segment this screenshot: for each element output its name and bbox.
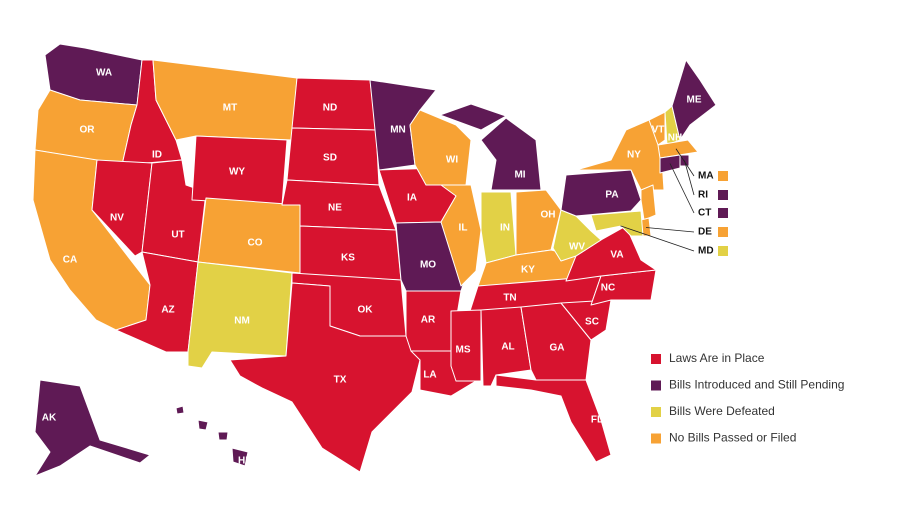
- state-label: MT: [223, 103, 237, 114]
- state-label: CO: [248, 238, 263, 249]
- state-label: ME: [687, 95, 702, 106]
- state-label: AL: [501, 342, 514, 353]
- state: [515, 189, 562, 256]
- legend-label: Laws Are in Place: [669, 351, 765, 365]
- state-label: NH: [668, 133, 682, 144]
- state: [590, 210, 644, 237]
- state-label: HI: [238, 456, 248, 467]
- state: [552, 209, 602, 262]
- callout-swatch: [718, 227, 728, 237]
- state: [671, 59, 717, 141]
- state-label: IA: [407, 193, 417, 204]
- state: [560, 169, 642, 217]
- state: [480, 191, 517, 264]
- callout-swatch: [718, 246, 728, 256]
- state-label: NM: [234, 316, 250, 327]
- state: [187, 261, 293, 369]
- callout-line: [620, 225, 695, 252]
- state-label: SC: [585, 317, 599, 328]
- legend-swatch: [651, 433, 661, 444]
- state-label: MN: [390, 125, 406, 136]
- state-label: KS: [341, 253, 355, 264]
- state-label: VT: [652, 125, 665, 136]
- legend-label: Bills Were Defeated: [669, 404, 775, 418]
- state-label: OH: [541, 210, 556, 221]
- legend-swatch: [651, 407, 661, 417]
- state-label: FL: [591, 415, 603, 426]
- state: [657, 139, 699, 159]
- state-label: IN: [500, 223, 510, 234]
- callout-label: MA: [698, 171, 714, 182]
- state-label: NY: [627, 150, 641, 161]
- state-label: MI: [514, 170, 525, 181]
- callout-line: [684, 160, 695, 196]
- state-label: ND: [323, 103, 337, 114]
- state: [440, 184, 482, 287]
- state: [91, 159, 153, 257]
- state-label: UT: [171, 230, 184, 241]
- state-label: NC: [601, 283, 615, 294]
- state-label: WA: [96, 68, 112, 79]
- state: [175, 405, 249, 467]
- callout-swatch: [718, 171, 728, 181]
- legend-label: No Bills Passed or Filed: [669, 431, 796, 445]
- callout-swatch: [718, 208, 728, 218]
- state: [197, 197, 301, 274]
- state-label: VA: [610, 250, 623, 261]
- state-label: TN: [503, 293, 516, 304]
- state: [495, 374, 612, 463]
- state: [34, 379, 151, 477]
- legend-label: Bills Introduced and Still Pending: [669, 378, 844, 392]
- callout-label: RI: [698, 190, 708, 201]
- state-label: AZ: [161, 305, 174, 316]
- state: [648, 111, 666, 146]
- state-label: SD: [323, 153, 337, 164]
- state: [152, 59, 298, 141]
- callout-swatch: [718, 190, 728, 200]
- legend-swatch: [651, 354, 661, 364]
- callout-line: [645, 227, 695, 233]
- state-label: WV: [569, 242, 585, 253]
- state-label: MS: [456, 345, 471, 356]
- state-label: NE: [328, 203, 342, 214]
- state-label: TX: [334, 375, 347, 386]
- state: [590, 269, 657, 306]
- callout-label: DE: [698, 227, 712, 238]
- state-label: OK: [358, 305, 374, 316]
- state-label: AR: [421, 315, 436, 326]
- callout-label: MD: [698, 246, 714, 257]
- callout-label: CT: [698, 208, 711, 219]
- state-label: MO: [420, 260, 436, 271]
- state-label: GA: [550, 343, 565, 354]
- state-label: KY: [521, 265, 535, 276]
- state-label: ID: [152, 150, 162, 161]
- state-label: IL: [459, 223, 468, 234]
- state-label: OR: [80, 125, 96, 136]
- state-label: NV: [110, 213, 124, 224]
- callout-line: [669, 163, 695, 214]
- state: [640, 184, 657, 221]
- legend-swatch: [651, 380, 661, 391]
- state-label: WY: [229, 167, 245, 178]
- state-label: WI: [446, 155, 458, 166]
- state: [229, 282, 421, 473]
- states: [32, 43, 717, 477]
- state-label: PA: [605, 190, 618, 201]
- state-label: CA: [63, 255, 77, 266]
- state-label: AK: [42, 413, 57, 424]
- state-label: LA: [423, 370, 436, 381]
